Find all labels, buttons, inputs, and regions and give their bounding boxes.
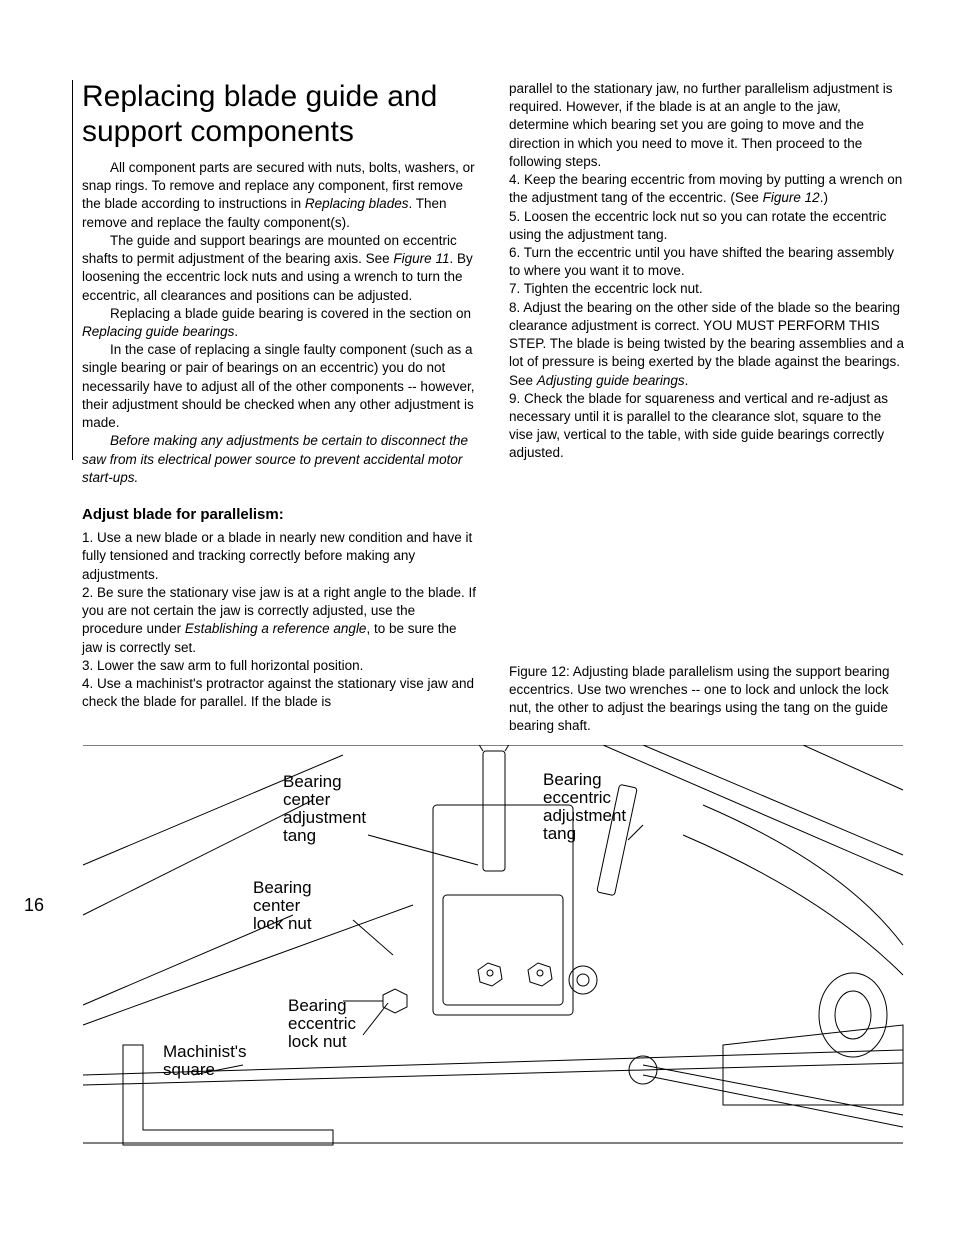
text: . xyxy=(685,373,689,388)
content-area: Replacing blade guide and support compon… xyxy=(82,80,904,1170)
fig-label-1d: tang xyxy=(283,826,316,845)
text-italic: Adjusting guide bearings xyxy=(537,373,685,388)
fig-label-3b: eccentric xyxy=(288,1014,357,1033)
step-1: 1. Use a new blade or a blade in nearly … xyxy=(82,529,477,584)
step-2: 2. Be sure the stationary vise jaw is at… xyxy=(82,584,477,657)
fig-label-1b: center xyxy=(283,790,331,809)
fig-label-4a: Machinist's xyxy=(163,1042,247,1061)
intro-p2: The guide and support bearings are mount… xyxy=(82,232,477,305)
fig-label-1c: adjustment xyxy=(283,808,366,827)
fig-label-5d: tang xyxy=(543,824,576,843)
fig-label-5a: Bearing xyxy=(543,770,602,789)
intro-p3: Replacing a blade guide bearing is cover… xyxy=(82,305,477,341)
step-5: 5. Loosen the eccentric lock nut so you … xyxy=(509,208,904,244)
text-italic: Replacing guide bearings xyxy=(82,324,234,339)
cont-p1: parallel to the stationary jaw, no furth… xyxy=(509,80,904,171)
figure-caption: Figure 12: Adjusting blade parallelism u… xyxy=(509,663,904,736)
intro-p4: In the case of replacing a single faulty… xyxy=(82,341,477,432)
step-4b: 4. Keep the bearing eccentric from movin… xyxy=(509,171,904,207)
step-7: 7. Tighten the eccentric lock nut. xyxy=(509,280,904,298)
text-italic: Establishing a reference angle xyxy=(185,621,367,636)
vertical-rule xyxy=(72,80,73,460)
text-columns: Replacing blade guide and support compon… xyxy=(82,80,904,735)
fig-label-3c: lock nut xyxy=(288,1032,347,1051)
text: 4. Keep the bearing eccentric from movin… xyxy=(509,172,902,205)
text-italic: Figure 12 xyxy=(763,190,820,205)
section-title: Replacing blade guide and support compon… xyxy=(82,80,477,149)
intro-p1: All component parts are secured with nut… xyxy=(82,159,477,232)
figure-12: Bearing center adjustment tang Bearing c… xyxy=(82,745,904,1170)
step-9: 9. Check the blade for squareness and ve… xyxy=(509,390,904,463)
left-column: Replacing blade guide and support compon… xyxy=(82,80,477,735)
fig-label-4b: square xyxy=(163,1060,215,1079)
warning-p5: Before making any adjustments be certain… xyxy=(82,432,477,487)
text: .) xyxy=(820,190,828,205)
text-italic: Replacing blades xyxy=(305,196,409,211)
figure-svg: Bearing center adjustment tang Bearing c… xyxy=(82,745,904,1165)
text: Replacing a blade guide bearing is cover… xyxy=(110,306,471,321)
fig-label-5c: adjustment xyxy=(543,806,626,825)
step-6: 6. Turn the eccentric until you have shi… xyxy=(509,244,904,280)
page: 16 Replacing blade guide and support com… xyxy=(0,0,954,1210)
text-italic: Figure 11 xyxy=(393,251,449,266)
fig-label-5b: eccentric xyxy=(543,788,612,807)
step-8: 8. Adjust the bearing on the other side … xyxy=(509,299,904,390)
fig-label-1a: Bearing xyxy=(283,772,342,791)
text: . xyxy=(234,324,238,339)
subhead-parallelism: Adjust blade for parallelism: xyxy=(82,505,477,525)
fig-label-3a: Bearing xyxy=(288,996,347,1015)
fig-label-2c: lock nut xyxy=(253,914,312,933)
fig-label-2b: center xyxy=(253,896,301,915)
right-column: parallel to the stationary jaw, no furth… xyxy=(509,80,904,735)
page-number: 16 xyxy=(24,895,44,916)
step-3: 3. Lower the saw arm to full horizontal … xyxy=(82,657,477,675)
step-4: 4. Use a machinist's protractor against … xyxy=(82,675,477,711)
fig-label-2a: Bearing xyxy=(253,878,312,897)
